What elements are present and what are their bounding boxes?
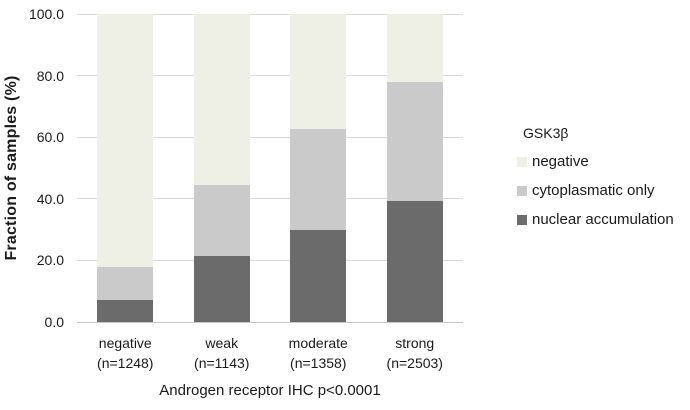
bar-negative-negative [97,14,154,268]
x-category-name: negative [98,335,152,351]
gridline-40 [77,198,463,200]
legend-item-cytoplasmatic-only: cytoplasmatic only [517,182,674,200]
legend-swatch-negative-icon [517,157,527,167]
bar-weak-nuclear-accumulation [193,256,250,322]
x-category-label-moderate: moderate (n=1358) [263,333,373,373]
y-axis-title: Fraction of samples (%) [3,75,20,261]
x-axis-title: Androgen receptor IHC p<0.0001 [159,382,381,399]
x-category-count: (n=2503) [386,355,443,371]
x-category-label-strong: strong (n=2503) [360,333,470,373]
legend-title: GSK3β [523,125,569,141]
legend-item-label: negative [532,153,589,170]
y-tick-label: 100.0 [28,6,64,22]
bar-negative-cytoplasmatic-only [97,267,154,301]
x-category-name: moderate [288,335,348,351]
bar-moderate-nuclear-accumulation [290,230,347,322]
y-tick-label: 60.0 [36,129,64,146]
gridline-0 [77,321,463,323]
legend-item-label: nuclear accumulation [532,211,674,228]
bar-strong-nuclear-accumulation [386,200,443,322]
bar-strong-cytoplasmatic-only [386,81,443,201]
x-category-label-negative: negative (n=1248) [70,333,180,373]
y-tick-label: 20.0 [36,252,64,269]
y-tick-label: 40.0 [36,190,64,207]
bar-moderate-negative [290,14,347,129]
x-category-count: (n=1143) [194,355,250,371]
x-category-label-weak: weak (n=1143) [167,333,277,373]
legend-items: negative cytoplasmatic only nuclear accumu… [517,153,674,229]
y-tick-label: 80.0 [36,67,64,84]
gridline-80 [77,75,463,77]
gridline-20 [77,259,463,261]
x-category-count: (n=1358) [290,355,347,371]
legend-item-nuclear-accumulation: nuclear accumulation [517,211,674,229]
gridline-60 [77,136,463,138]
bar-strong-negative [386,14,443,82]
x-category-count: (n=1248) [97,355,154,371]
legend-item-negative: negative [517,153,674,171]
x-category-name: weak [205,335,239,351]
legend-swatch-nuclear-accumulation-icon [517,215,527,225]
y-tick-label: 0.0 [44,314,64,330]
legend: GSK3β negative cytoplasmatic only nuclear … [517,124,674,229]
legend-swatch-cytoplasmatic-only-icon [517,186,527,196]
legend-item-label: cytoplasmatic only [532,182,655,199]
gridline-100 [77,13,463,15]
bar-moderate-cytoplasmatic-only [290,128,347,231]
bar-negative-nuclear-accumulation [97,300,154,322]
x-category-name: strong [395,335,435,351]
bar-weak-negative [193,14,250,186]
bar-weak-cytoplasmatic-only [193,185,250,257]
